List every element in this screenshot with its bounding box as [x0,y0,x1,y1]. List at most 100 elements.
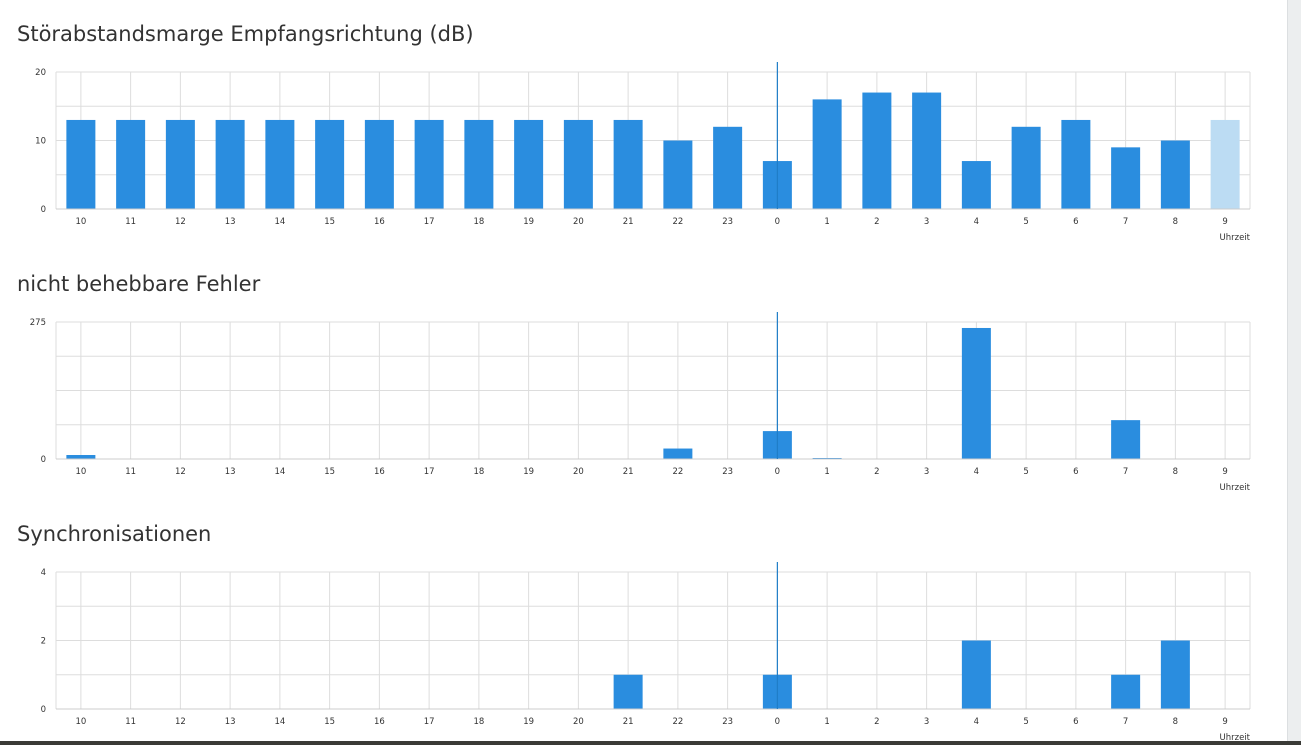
x-tick-label: 0 [775,717,780,727]
scrollbar-track[interactable] [1287,0,1301,745]
x-tick-label: 0 [775,467,780,477]
x-tick-label: 14 [274,717,285,727]
x-tick-label: 21 [623,217,634,227]
bar-8[interactable] [1160,140,1190,210]
bar-11[interactable] [116,119,146,209]
x-tick-label: 16 [374,717,385,727]
bar-23[interactable] [713,126,743,209]
bar-18[interactable] [464,119,494,209]
bar-10[interactable] [66,455,96,459]
bar-14[interactable] [265,119,295,209]
x-tick-label: 11 [125,467,136,477]
bar-1[interactable] [812,99,842,209]
bar-17[interactable] [414,119,444,209]
bar-8[interactable] [1160,640,1190,710]
x-axis-label: Uhrzeit [1220,233,1251,243]
x-tick-label: 2 [874,217,879,227]
x-tick-label: 19 [523,217,534,227]
bar-21[interactable] [613,674,643,709]
errors-chart-title: nicht behebbare Fehler [17,272,261,296]
x-tick-label: 20 [573,717,584,727]
x-tick-label: 6 [1073,217,1078,227]
x-tick-label: 9 [1222,717,1227,727]
x-tick-label: 9 [1222,467,1227,477]
bar-9[interactable] [1210,119,1240,209]
y-tick-label: 4 [41,568,46,578]
bar-4[interactable] [961,327,991,459]
x-axis-label: Uhrzeit [1220,483,1251,493]
x-tick-label: 7 [1123,217,1128,227]
x-tick-label: 0 [775,217,780,227]
x-tick-label: 9 [1222,217,1227,227]
bar-15[interactable] [315,119,345,209]
x-tick-label: 16 [374,467,385,477]
x-tick-label: 21 [623,717,634,727]
x-tick-label: 11 [125,717,136,727]
bar-21[interactable] [613,119,643,209]
x-tick-label: 12 [175,467,186,477]
y-tick-label: 2 [41,637,46,647]
x-tick-label: 4 [974,217,979,227]
y-tick-label: 0 [41,455,46,465]
x-tick-label: 22 [672,467,683,477]
bar-4[interactable] [961,640,991,710]
x-tick-label: 20 [573,467,584,477]
x-tick-label: 21 [623,467,634,477]
x-tick-label: 14 [274,217,285,227]
bar-7[interactable] [1111,420,1141,459]
x-tick-label: 13 [225,717,236,727]
x-tick-label: 5 [1023,717,1028,727]
bar-16[interactable] [364,119,394,209]
bar-7[interactable] [1111,147,1141,209]
x-tick-label: 3 [924,467,929,477]
x-tick-label: 18 [473,467,484,477]
x-tick-label: 2 [874,717,879,727]
x-tick-label: 2 [874,467,879,477]
x-tick-label: 7 [1123,467,1128,477]
x-tick-label: 18 [473,717,484,727]
bar-6[interactable] [1061,119,1091,209]
x-tick-label: 17 [424,217,435,227]
x-tick-label: 16 [374,217,385,227]
bar-20[interactable] [563,119,593,209]
x-axis-label: Uhrzeit [1220,733,1251,743]
x-tick-label: 1 [824,717,829,727]
bar-13[interactable] [215,119,245,209]
bar-10[interactable] [66,119,96,209]
bar-12[interactable] [165,119,195,209]
x-tick-label: 22 [672,717,683,727]
x-tick-label: 15 [324,717,335,727]
bar-7[interactable] [1111,674,1141,709]
bar-5[interactable] [1011,126,1041,209]
x-tick-label: 5 [1023,217,1028,227]
x-tick-label: 1 [824,467,829,477]
bar-3[interactable] [912,92,942,209]
x-tick-label: 8 [1173,717,1178,727]
x-tick-label: 15 [324,217,335,227]
x-tick-label: 19 [523,467,534,477]
x-tick-label: 15 [324,467,335,477]
x-tick-label: 4 [974,717,979,727]
x-tick-label: 6 [1073,467,1078,477]
x-tick-label: 5 [1023,467,1028,477]
y-tick-label: 20 [35,68,46,78]
x-tick-label: 3 [924,717,929,727]
grid-lines [55,571,1251,710]
x-tick-label: 10 [75,467,86,477]
x-tick-label: 10 [75,217,86,227]
x-tick-label: 4 [974,467,979,477]
x-tick-label: 12 [175,217,186,227]
bar-2[interactable] [862,92,892,209]
x-tick-label: 12 [175,717,186,727]
y-tick-label: 10 [35,137,46,147]
bar-19[interactable] [514,119,544,209]
x-tick-label: 17 [424,467,435,477]
x-tick-label: 6 [1073,717,1078,727]
bar-22[interactable] [663,140,693,210]
bar-4[interactable] [961,161,991,209]
x-tick-label: 1 [824,217,829,227]
bar-22[interactable] [663,448,693,459]
